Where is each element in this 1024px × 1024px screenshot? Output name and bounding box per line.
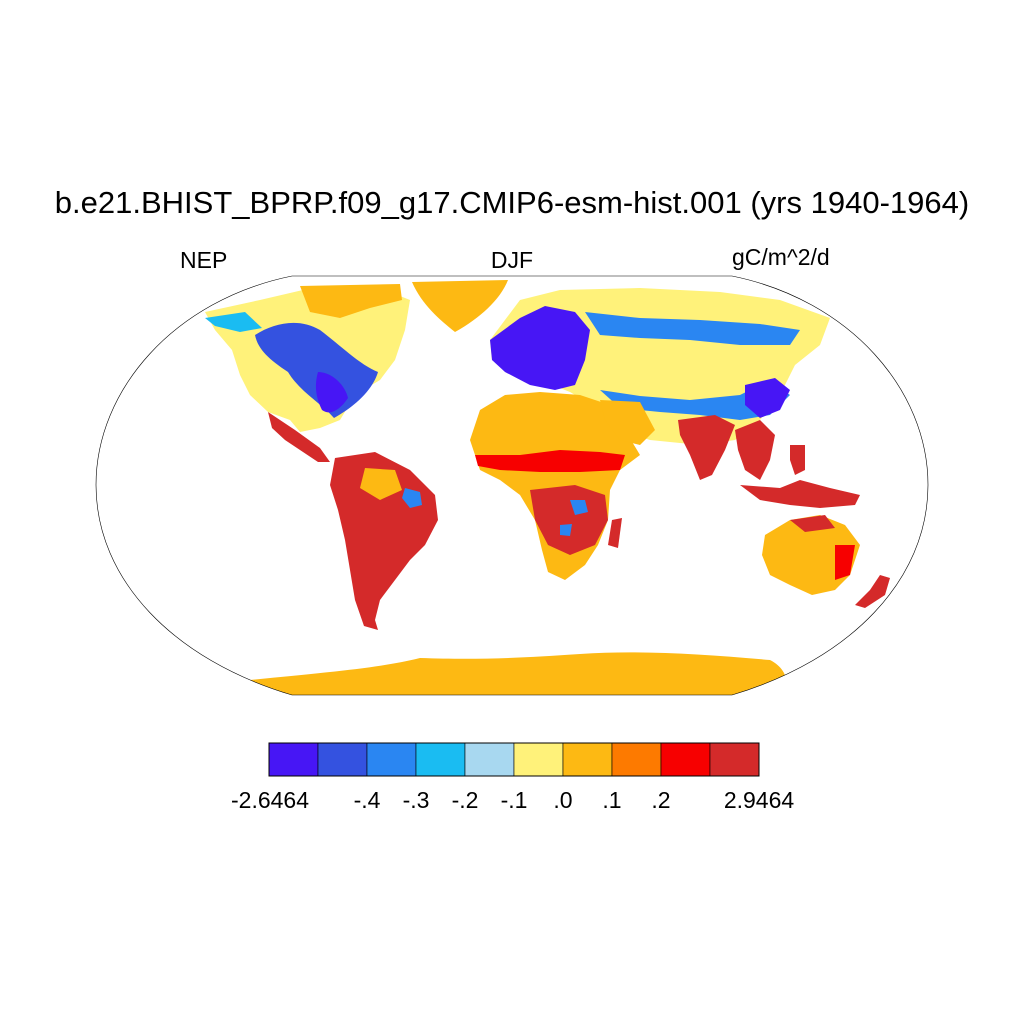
units-label: gC/m^2/d <box>732 244 830 270</box>
colorbar-label: -2.6464 <box>230 787 310 813</box>
amazon-orange-patch <box>360 468 402 500</box>
central-africa-red <box>530 485 608 555</box>
colorbar-box <box>562 742 613 777</box>
brazil-blue-patch <box>402 488 422 508</box>
philippines <box>790 445 805 475</box>
eastern-us-purple <box>315 372 348 413</box>
colorbar-box <box>464 742 515 777</box>
colorbar-label: -.4 <box>353 787 381 813</box>
antarctica <box>250 652 787 695</box>
australia-north-red <box>790 515 835 532</box>
arabia <box>600 400 655 445</box>
east-asia-purple <box>745 378 790 418</box>
australia-east-red <box>835 545 855 580</box>
sahel-red-band <box>475 450 625 472</box>
europe-purple <box>490 306 590 390</box>
colorbar-box <box>660 742 711 777</box>
colorbar-label: -.2 <box>451 787 479 813</box>
indonesia <box>740 480 860 508</box>
canadian-arctic-orange <box>300 284 402 318</box>
colorbar-box <box>415 742 466 777</box>
india-red <box>678 415 735 480</box>
variable-label: NEP <box>180 247 228 273</box>
africa-blue-spots <box>560 500 588 536</box>
season-label: DJF <box>490 247 534 273</box>
colorbar <box>268 742 760 777</box>
colorbar-box <box>513 742 564 777</box>
colorbar-box <box>317 742 368 777</box>
colorbar-box <box>268 742 319 777</box>
southeast-asia-red <box>735 420 775 480</box>
greenland <box>412 280 508 332</box>
colorbar-frame <box>268 742 760 777</box>
canada-blue-belt <box>255 322 378 418</box>
land-fill <box>205 280 890 695</box>
plot-title: b.e21.BHIST_BPRP.f09_g17.CMIP6-esm-hist.… <box>54 185 970 220</box>
colorbar-label: .0 <box>553 787 573 813</box>
globe-outline <box>95 275 929 696</box>
colorbar-label: -.1 <box>500 787 528 813</box>
new-zealand <box>855 575 890 608</box>
colorbar-box <box>611 742 662 777</box>
colorbar-box <box>709 742 760 777</box>
nw-canada-light-blue <box>205 312 262 332</box>
colorbar-label: -.3 <box>402 787 430 813</box>
colorbar-box <box>366 742 417 777</box>
colorbar-label: .2 <box>651 787 671 813</box>
colorbar-label: 2.9464 <box>723 787 795 813</box>
madagascar <box>608 518 622 548</box>
colorbar-label: .1 <box>602 787 622 813</box>
siberia-blue-band <box>585 312 800 345</box>
central-america <box>268 412 330 462</box>
central-asia-blue-band <box>600 380 790 420</box>
